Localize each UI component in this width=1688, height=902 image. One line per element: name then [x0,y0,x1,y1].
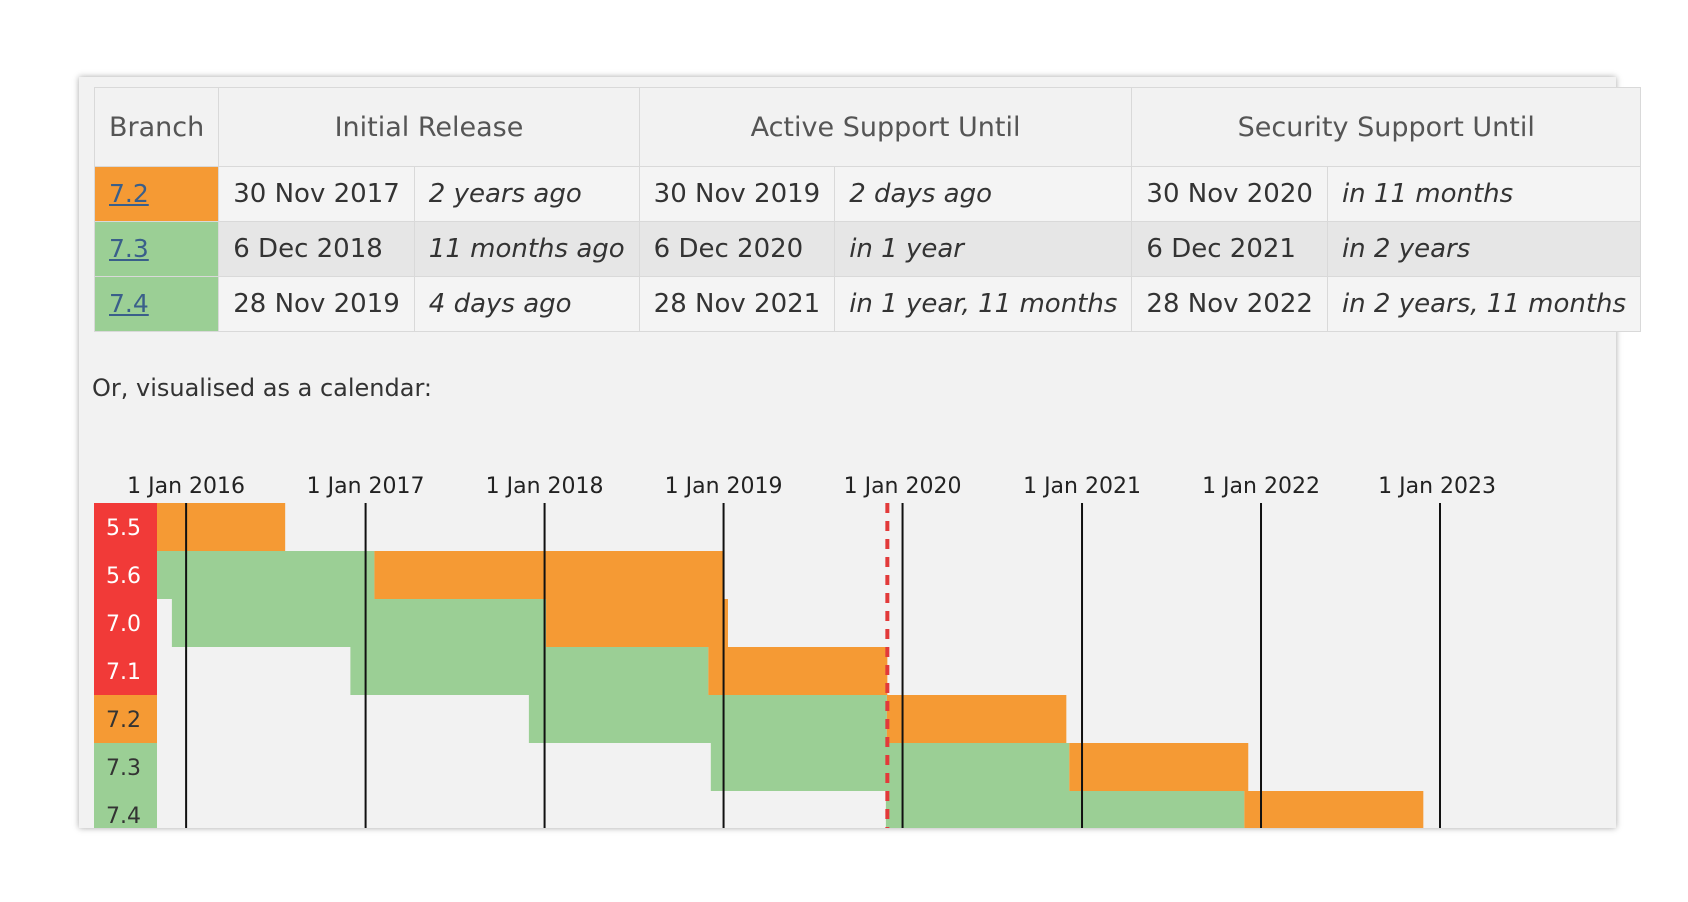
calendar-branch-labels: 5.5 5.6 7.0 7.1 7.2 7.3 7.4 [94,503,157,828]
active-relative-cell: in 1 year, 11 months [834,276,1133,332]
active-date-cell: 6 Dec 2020 [638,221,836,277]
table-row: 7.4 28 Nov 2019 4 days ago 28 Nov 2021 i… [93,276,1642,332]
table-row: 7.2 30 Nov 2017 2 years ago 30 Nov 2019 … [93,166,1642,222]
branch-label: 5.5 [106,516,141,541]
security-date-cell: 28 Nov 2022 [1131,276,1328,332]
active-support-bar [350,647,709,695]
active-support-bar [528,695,887,743]
branch-cell: 7.2 [93,166,220,222]
release-date-cell: 30 Nov 2017 [218,166,415,222]
branch-label-box [94,743,157,791]
branch-label-box [94,791,157,828]
year-tick-label: 1 Jan 2023 [1378,474,1496,499]
active-relative-cell: 2 days ago [834,166,1133,222]
security-relative-cell: in 2 years [1326,221,1642,277]
security-support-bar [886,695,1067,743]
content-panel: Branch Initial Release Active Support Un… [79,77,1642,828]
release-relative-cell: 4 days ago [413,276,640,332]
branch-label-box [94,599,157,647]
active-relative-cell: in 1 year [834,221,1133,277]
security-support-bar [1069,743,1249,791]
support-calendar-chart: 1 Jan 2016 1 Jan 2017 1 Jan 2018 1 Jan 2019… [94,474,1496,828]
branch-link[interactable]: 7.4 [109,289,149,318]
header-initial-release: Initial Release [218,87,640,167]
branch-label-box [94,647,157,695]
header-active-support: Active Support Until [638,87,1133,167]
header-security-support: Security Support Until [1131,87,1642,167]
security-date-cell: 30 Nov 2020 [1131,166,1328,222]
release-date-cell: 6 Dec 2018 [218,221,415,277]
security-support-bar [708,647,888,695]
branch-label: 7.0 [106,612,141,637]
branch-label: 7.1 [106,660,141,685]
year-tick-label: 1 Jan 2021 [1023,474,1141,499]
release-date-cell: 28 Nov 2019 [218,276,415,332]
year-tick-label: 1 Jan 2018 [486,474,604,499]
support-table: Branch Initial Release Active Support Un… [93,87,1642,332]
branch-cell: 7.3 [93,221,220,277]
release-relative-cell: 11 months ago [413,221,640,277]
active-date-cell: 28 Nov 2021 [638,276,836,332]
branch-label-box [94,695,157,743]
branch-label-box [94,503,157,551]
release-relative-cell: 2 years ago [413,166,640,222]
calendar-ticks: 1 Jan 2016 1 Jan 2017 1 Jan 2018 1 Jan 2019… [127,474,1496,828]
active-support-bar [710,743,1070,791]
year-tick-label: 1 Jan 2016 [127,474,245,499]
branch-label: 7.3 [106,756,141,781]
security-support-bar [141,503,286,551]
branch-label: 7.2 [106,708,141,733]
table-row: 7.3 6 Dec 2018 11 months ago 6 Dec 2020 … [93,221,1642,277]
security-support-bar [546,599,728,647]
year-tick-label: 1 Jan 2019 [665,474,783,499]
calendar-caption: Or, visualised as a calendar: [92,374,432,402]
security-relative-cell: in 2 years, 11 months [1326,276,1642,332]
branch-link[interactable]: 7.2 [109,179,149,208]
security-relative-cell: in 11 months [1326,166,1642,222]
header-branch: Branch [93,87,220,167]
branch-link[interactable]: 7.3 [109,234,149,263]
security-support-bar [1244,791,1424,828]
year-tick-label: 1 Jan 2020 [844,474,962,499]
active-date-cell: 30 Nov 2019 [638,166,836,222]
branch-cell: 7.4 [93,276,220,332]
branch-label: 7.4 [106,804,141,828]
security-support-bar [374,551,724,599]
active-support-bar [885,791,1245,828]
calendar-bars [141,503,1424,828]
security-date-cell: 6 Dec 2021 [1131,221,1328,277]
year-tick-label: 1 Jan 2022 [1202,474,1320,499]
active-support-bar [141,551,375,599]
year-tick-label: 1 Jan 2017 [307,474,425,499]
branch-label: 5.6 [106,564,141,589]
branch-label-box [94,551,157,599]
active-support-bar [171,599,547,647]
table-header-row: Branch Initial Release Active Support Un… [93,87,1642,167]
